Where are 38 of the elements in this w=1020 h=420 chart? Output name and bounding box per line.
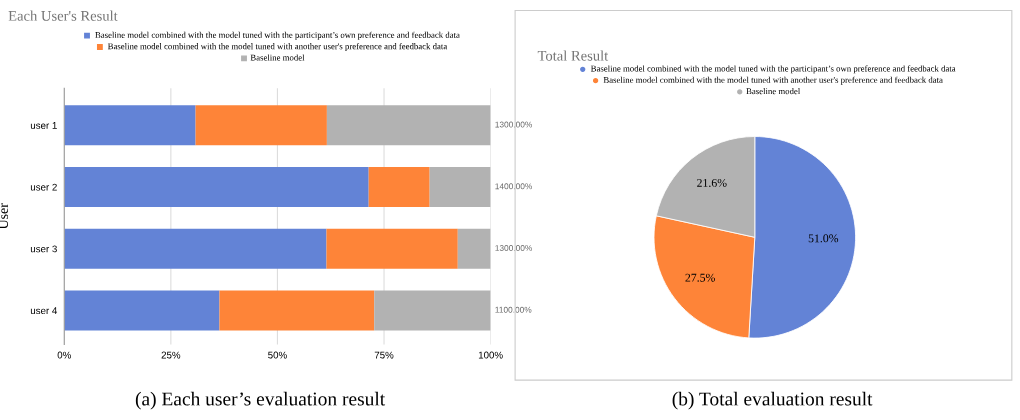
bar: [368, 166, 430, 208]
x-tick-label: 50%: [268, 351, 287, 359]
bar: [64, 105, 196, 146]
chart-title: Each User's Result: [8, 10, 118, 21]
text: 1300.00%: [495, 121, 533, 128]
bar: [326, 105, 491, 146]
y-tick-label: user 4: [30, 307, 58, 315]
y-tick-label: user 2: [30, 183, 57, 191]
x-tick-label: 100%: [478, 351, 503, 359]
text: (b) Total evaluation result: [672, 391, 873, 410]
data-label: 27.5%: [685, 273, 715, 282]
chart-title: Total Result: [537, 50, 609, 61]
text: 1100.00%: [495, 306, 532, 313]
x-tick-label: 75%: [374, 351, 394, 359]
bar: [64, 228, 327, 269]
legend-label: Baseline model combined with the model tuned with the participant’s own preference and feedback data: [590, 65, 956, 74]
legend-label: Baseline model: [250, 54, 305, 61]
data-label: 21.6%: [697, 178, 727, 187]
bar: [457, 228, 491, 269]
bar: [326, 228, 458, 269]
text: 1400.00%: [495, 183, 533, 190]
x-tick-label: 0%: [57, 351, 71, 359]
data-label: 51.0%: [808, 234, 839, 243]
bar: [219, 290, 375, 331]
text: 1300.00%: [495, 245, 533, 251]
legend-label: Baseline model combined with the model tuned with another user's preference and feedback data: [107, 43, 448, 52]
x-tick-label: 25%: [161, 351, 181, 359]
legend-label: Baseline model combined with the model tuned with another user's preference and feedback data: [603, 76, 943, 85]
bar: [64, 166, 369, 208]
legend-label: Baseline model: [746, 88, 801, 95]
y-tick-label: user 1: [30, 122, 57, 129]
legend-label: Baseline model combined with the model tuned with the participant’s own preference and feedback data: [95, 31, 460, 40]
bar: [64, 290, 220, 331]
bar: [429, 166, 491, 208]
bar: [195, 105, 327, 146]
y-tick-label: user 3: [30, 245, 57, 253]
text: (a) Each user’s evaluation result: [135, 391, 386, 410]
bar: [374, 290, 491, 331]
